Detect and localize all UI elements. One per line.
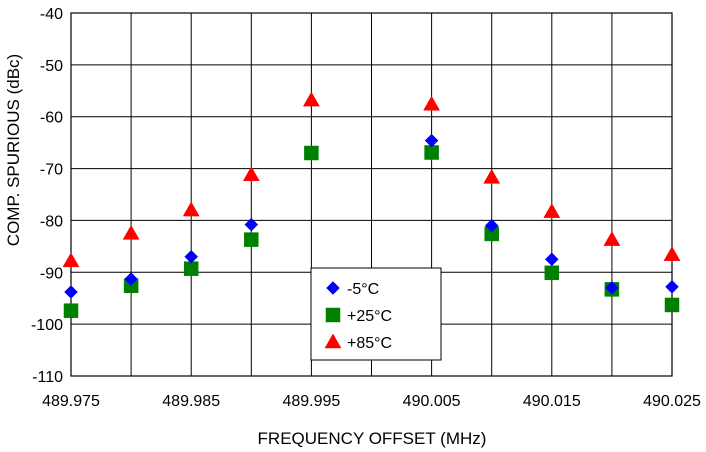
diamond-point [184, 249, 199, 264]
square-point [244, 232, 259, 247]
diamond-point [605, 280, 619, 295]
plot-border [70, 12, 673, 377]
legend-label: +25°C [347, 308, 392, 325]
y-tick-label: -110 [32, 369, 63, 386]
diamond-point [665, 279, 679, 294]
triangle-point [182, 201, 200, 217]
triangle-point [603, 231, 621, 246]
x-tick-label: 489.995 [282, 393, 340, 410]
x-axis-title: FREQUENCY OFFSET (MHz) [258, 429, 487, 448]
legend: -5°C +25°C +85°C [310, 267, 442, 361]
triangle-point [483, 168, 501, 184]
diamond-point [124, 272, 138, 286]
legend-diamond-icon [326, 281, 340, 295]
y-tick-label: -80 [40, 213, 63, 230]
legend-triangle-icon [324, 333, 342, 349]
y-tick-label: -50 [40, 58, 63, 75]
triangle-point [122, 224, 140, 240]
y-tick-label: -60 [40, 110, 63, 127]
x-tick-label: 490.015 [523, 393, 581, 410]
diamond-point [484, 218, 499, 233]
x-tick-label: 490.005 [403, 393, 461, 410]
triangle-point [663, 246, 681, 261]
diamond-point [244, 217, 259, 232]
triangle-point [62, 252, 80, 268]
square-point [424, 145, 439, 160]
diamond-point [64, 285, 78, 299]
square-point [183, 261, 199, 276]
square-point [544, 265, 560, 281]
y-axis-title: COMP. SPURIOUS (dBc) [4, 54, 23, 246]
x-tick-label: 489.985 [162, 393, 220, 410]
legend-label: -5°C [347, 281, 379, 298]
triangle-point [423, 95, 441, 111]
x-tick-label: 490.025 [643, 393, 701, 410]
y-tick-label: -40 [40, 6, 63, 23]
triangle-point [543, 203, 561, 218]
y-tick-label: -100 [31, 317, 63, 334]
y-tick-label: -90 [40, 265, 63, 282]
diamond-point [424, 133, 439, 148]
triangle-point [242, 166, 260, 182]
square-point [63, 303, 79, 318]
x-tick-label: 489.975 [42, 393, 100, 410]
square-point [304, 145, 319, 161]
legend-label: +85°C [347, 335, 392, 352]
data-series [62, 91, 681, 318]
square-point [664, 297, 680, 313]
triangle-point [302, 91, 320, 107]
legend-square-icon [325, 307, 341, 323]
diamond-point [544, 252, 559, 267]
y-tick-label: -70 [40, 162, 63, 179]
axes: -40 -50 -60 -70 -80 -90 -100 -110 489.975 489.985… [31, 6, 701, 410]
